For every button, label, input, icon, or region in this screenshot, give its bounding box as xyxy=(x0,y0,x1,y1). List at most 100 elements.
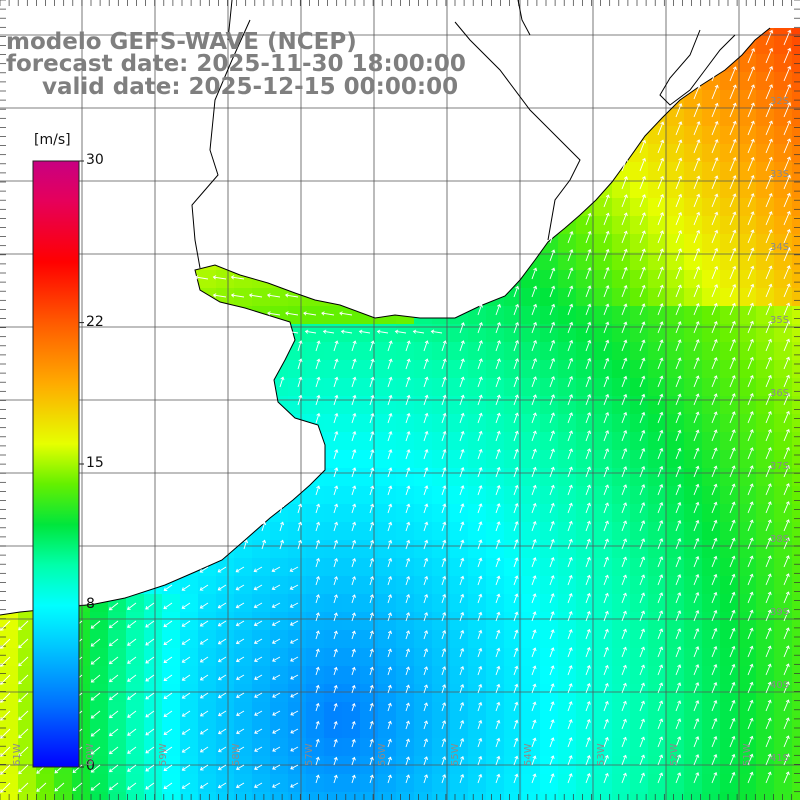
wind-arrow xyxy=(585,574,591,586)
field-cell xyxy=(684,270,703,289)
field-cell xyxy=(558,720,577,739)
field-cell xyxy=(792,414,800,433)
field-cell xyxy=(324,612,343,631)
wind-arrow xyxy=(387,684,392,694)
field-cell xyxy=(648,252,667,271)
colorbar-tick-label: 0 xyxy=(86,758,95,774)
wind-arrow xyxy=(693,302,700,316)
field-cell xyxy=(792,486,800,505)
field-cell xyxy=(396,396,415,415)
field-cell xyxy=(468,432,487,451)
wind-arrow xyxy=(567,430,573,442)
wind-arrow xyxy=(729,338,736,352)
field-cell xyxy=(756,720,775,739)
field-cell xyxy=(360,666,379,685)
field-cell xyxy=(792,504,800,523)
field-cell xyxy=(558,396,577,415)
field-cell xyxy=(630,324,649,343)
wind-arrow xyxy=(477,412,483,424)
wind-arrow xyxy=(477,322,483,334)
wind-arrow xyxy=(531,539,537,550)
wind-arrow xyxy=(387,449,393,460)
field-cell xyxy=(378,774,397,793)
wind-arrow xyxy=(369,412,375,424)
wind-arrow xyxy=(783,771,790,784)
wind-arrow xyxy=(412,329,425,334)
field-cell xyxy=(702,702,721,721)
field-cell xyxy=(558,414,577,433)
wind-arrow xyxy=(423,467,429,478)
field-cell xyxy=(468,630,487,649)
field-cell xyxy=(648,774,667,793)
wind-arrow xyxy=(729,247,737,262)
wind-arrow xyxy=(369,358,375,370)
wind-arrow xyxy=(567,376,574,388)
wind-arrow xyxy=(639,682,645,694)
wind-arrow xyxy=(621,448,628,460)
field-cell xyxy=(306,630,325,649)
wind-arrow xyxy=(351,340,357,352)
field-cell xyxy=(720,774,739,793)
field-cell xyxy=(666,504,685,523)
field-cell xyxy=(432,378,451,397)
field-cell xyxy=(738,504,757,523)
field-cell xyxy=(738,72,757,91)
wind-arrow xyxy=(315,756,320,766)
wind-arrow xyxy=(387,431,393,442)
field-cell xyxy=(306,396,325,415)
lon-label: 57W xyxy=(304,743,315,766)
field-cell xyxy=(666,360,685,379)
field-cell xyxy=(720,720,739,739)
field-cell xyxy=(666,378,685,397)
wind-arrow xyxy=(765,627,772,640)
wind-arrow xyxy=(477,737,483,748)
field-cell xyxy=(702,522,721,541)
field-cell xyxy=(522,324,541,343)
field-cell xyxy=(648,558,667,577)
field-cell xyxy=(774,306,793,325)
field-cell xyxy=(270,522,289,541)
field-cell xyxy=(450,648,469,667)
field-cell xyxy=(504,684,523,703)
field-cell xyxy=(756,738,775,757)
wind-arrow xyxy=(513,521,519,532)
wind-arrow xyxy=(441,412,447,424)
field-cell xyxy=(630,414,649,433)
wind-arrow xyxy=(711,735,718,748)
wind-arrow xyxy=(369,557,375,568)
field-cell xyxy=(450,504,469,523)
wind-arrow xyxy=(477,593,483,604)
wind-arrow xyxy=(199,782,209,789)
field-cell xyxy=(396,342,415,361)
field-cell xyxy=(612,450,631,469)
wind-arrow xyxy=(441,485,447,496)
wind-arrow xyxy=(603,592,609,604)
wind-arrow xyxy=(127,728,137,736)
wind-arrow xyxy=(108,728,119,737)
field-cell xyxy=(558,234,577,253)
field-cell xyxy=(612,288,631,307)
field-cell xyxy=(756,54,775,73)
field-cell xyxy=(396,630,415,649)
field-cell xyxy=(576,504,595,523)
wind-arrow xyxy=(747,573,754,586)
wind-arrow xyxy=(747,501,754,514)
field-cell xyxy=(684,612,703,631)
wind-arrow xyxy=(585,285,592,298)
field-cell xyxy=(756,648,775,667)
wind-arrow xyxy=(441,738,447,748)
wind-arrow xyxy=(549,339,556,352)
field-cell xyxy=(432,720,451,739)
wind-arrow xyxy=(18,620,29,631)
field-cell xyxy=(576,558,595,577)
wind-arrow xyxy=(693,102,701,118)
field-cell xyxy=(612,576,631,595)
wind-arrow xyxy=(217,602,227,609)
wind-arrow xyxy=(531,376,537,388)
field-cell xyxy=(594,324,613,343)
wind-arrow xyxy=(765,138,773,154)
wind-arrow xyxy=(369,376,375,388)
wind-arrow xyxy=(477,773,483,784)
border-uruguay-north xyxy=(454,21,581,241)
field-cell xyxy=(756,216,775,235)
